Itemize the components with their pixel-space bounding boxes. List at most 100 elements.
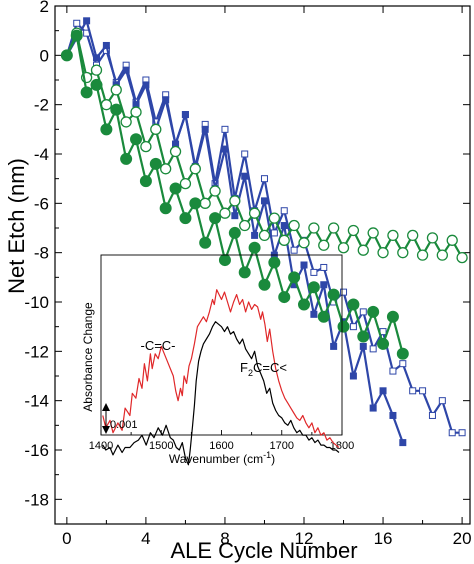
scale-bar-label: 0.001	[110, 419, 138, 431]
data-point	[387, 229, 399, 242]
y-tick-label: -16	[24, 441, 49, 460]
data-point	[407, 229, 419, 242]
data-point	[320, 263, 328, 271]
x-tick-label: 8	[220, 529, 229, 548]
scale-bar-arrow-down	[102, 426, 110, 434]
data-point	[70, 29, 83, 42]
data-point	[248, 207, 261, 219]
data-point	[349, 323, 357, 331]
data-point	[337, 320, 350, 333]
data-point	[347, 298, 360, 311]
data-point	[110, 84, 122, 96]
plot-frame	[54, 5, 471, 525]
data-point	[367, 305, 380, 318]
data-point	[270, 229, 278, 237]
data-point	[120, 116, 132, 128]
data-point	[268, 212, 281, 224]
data-point	[130, 133, 143, 146]
cf-annotation-sub: 2	[248, 368, 253, 378]
data-point	[209, 212, 222, 225]
series-filled-circle	[60, 29, 409, 360]
data-point	[209, 185, 221, 197]
cc-annotation: -C=C-	[140, 338, 175, 353]
series-open-circle	[61, 27, 468, 264]
data-point	[160, 163, 172, 175]
data-point	[377, 337, 390, 350]
data-point	[428, 411, 436, 419]
data-point	[201, 125, 209, 133]
data-point	[179, 212, 192, 225]
data-point	[100, 99, 113, 111]
data-point	[90, 78, 103, 91]
data-point	[367, 227, 379, 239]
data-point	[149, 157, 162, 170]
data-point	[389, 411, 397, 419]
data-point	[308, 222, 320, 234]
data-point	[337, 242, 350, 254]
inset-x-tick-label: 1800	[330, 440, 354, 452]
data-point	[278, 291, 291, 304]
data-point	[349, 372, 357, 380]
data-point	[419, 387, 427, 395]
data-point	[310, 310, 318, 318]
inset-x-tick-label: 1700	[270, 440, 294, 452]
data-point	[318, 239, 330, 251]
inset-y-axis-title: Absorbance Change	[81, 302, 95, 412]
data-point	[102, 41, 110, 49]
data-point	[169, 182, 182, 195]
data-point	[228, 226, 241, 239]
inset-x-title-end: )	[271, 452, 275, 466]
data-point	[93, 54, 100, 62]
data-point	[310, 268, 318, 276]
data-point	[347, 224, 360, 237]
x-axis-title: ALE Cycle Number	[170, 538, 357, 563]
data-point	[298, 298, 310, 311]
data-point	[142, 81, 150, 89]
data-point	[248, 241, 261, 254]
inset-x-title-text: Wavenumber (cm	[169, 452, 263, 466]
y-tick-label: -10	[24, 293, 49, 312]
data-point	[120, 152, 133, 165]
data-point	[80, 86, 93, 99]
data-point	[241, 172, 249, 180]
data-point	[416, 249, 429, 261]
y-tick-label: -2	[34, 96, 49, 115]
data-point	[241, 150, 249, 158]
data-point	[122, 66, 130, 74]
data-point	[238, 266, 251, 279]
data-point	[162, 96, 170, 104]
y-tick-label: -6	[34, 194, 49, 213]
data-point	[300, 261, 308, 269]
data-point	[219, 207, 231, 219]
data-point	[189, 197, 202, 210]
data-point	[140, 140, 152, 153]
data-point	[446, 234, 458, 246]
y-tick-label: -4	[34, 145, 49, 164]
data-point	[150, 123, 162, 135]
cf-annotation: F2C=C<	[240, 360, 287, 378]
axis-labels: ALE Cycle Number Net Etch (nm)	[4, 158, 358, 563]
x-tick-label: 20	[453, 529, 472, 548]
data-point	[260, 197, 268, 205]
data-point	[179, 177, 192, 190]
data-point	[280, 222, 288, 230]
y-tick-label: 0	[40, 46, 49, 65]
data-point	[317, 310, 330, 323]
inset-x-tick-label: 1500	[149, 440, 173, 452]
data-point	[438, 397, 446, 405]
data-point	[221, 125, 229, 133]
cf-annotation-a: F	[240, 360, 248, 375]
inset-x-title-sup: -1	[263, 450, 271, 460]
data-point	[251, 231, 259, 239]
data-point	[239, 219, 251, 232]
black-spectrum	[102, 321, 340, 466]
data-point	[221, 145, 229, 153]
inset-x-axis-title: Wavenumber (cm-1)	[169, 450, 275, 466]
data-point	[436, 249, 448, 261]
data-point	[181, 111, 189, 119]
data-point	[369, 404, 377, 412]
inset-panel	[101, 255, 342, 435]
data-point	[340, 288, 348, 296]
data-point	[397, 247, 409, 259]
